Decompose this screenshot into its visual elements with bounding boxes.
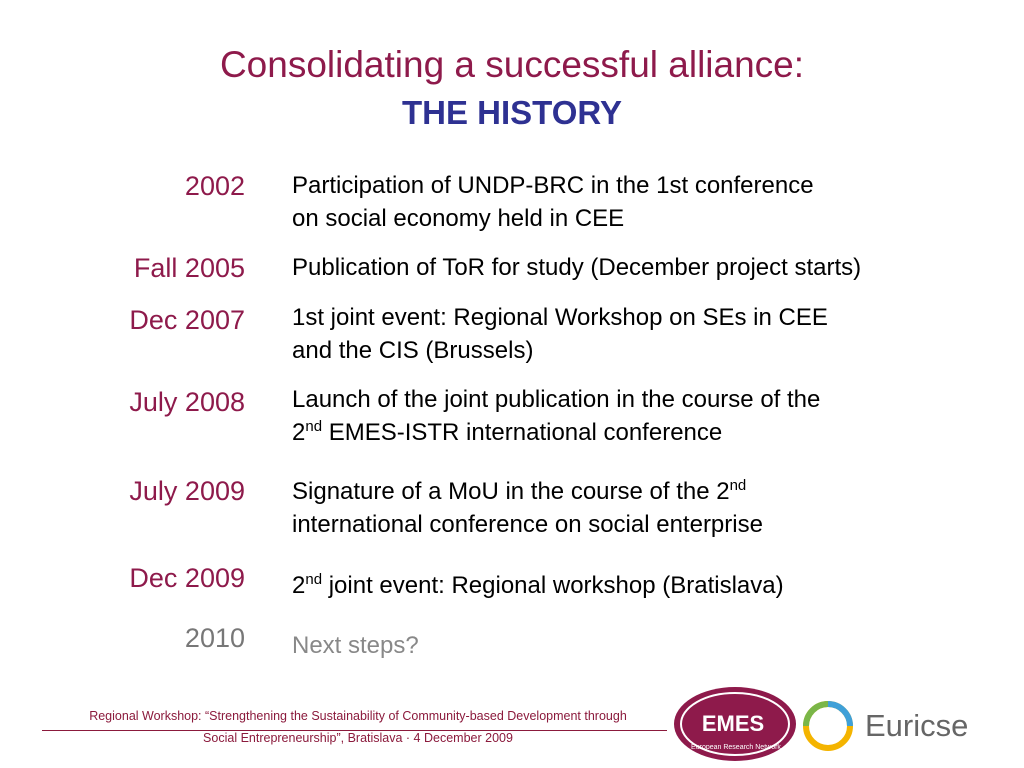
text: Launch of the joint publication in the c…	[292, 386, 821, 413]
logos: EMES European Research Network Euricse	[674, 687, 968, 761]
description-line: international conference on social enter…	[292, 511, 763, 539]
description-line: and the CIS (Brussels)	[292, 337, 533, 365]
title: Consolidating a successful alliance:	[219, 44, 805, 85]
date: Dec 2009	[129, 563, 245, 593]
date: 2010	[184, 623, 245, 653]
description-line: Publication of ToR for study (December p…	[292, 254, 861, 282]
text: on social economy held in CEE	[292, 205, 625, 232]
date: July 2009	[129, 476, 245, 506]
description-line: Launch of the joint publication in the c…	[292, 386, 820, 414]
description-line: 2nd EMES-ISTR international conference	[292, 419, 722, 447]
euricse-ring	[803, 701, 829, 727]
superscript: nd	[729, 477, 747, 494]
description-line: Participation of UNDP-BRC in the 1st con…	[292, 172, 814, 200]
text: EMES-ISTR international conference	[322, 419, 723, 446]
subtitle: THE HISTORY	[401, 94, 623, 131]
date: Dec 2007	[129, 305, 245, 335]
description-line: 2nd joint event: Regional workshop (Brat…	[292, 572, 784, 600]
emes-logo	[674, 687, 796, 761]
footer-line: Social Entrepreneurship”, Bratislava · 4…	[203, 731, 513, 745]
description-line: Next steps?	[292, 632, 419, 660]
euricse-text: Euricse	[865, 708, 968, 743]
text: 2	[292, 419, 306, 446]
text: 1st joint event: Regional Workshop on SE…	[292, 304, 828, 331]
text: and the CIS (Brussels)	[292, 337, 534, 364]
text: international conference on social enter…	[292, 511, 763, 538]
text: Publication of ToR for study (December p…	[292, 254, 862, 281]
text: 2	[292, 572, 306, 599]
superscript: nd	[305, 418, 323, 435]
euricse-ring	[827, 701, 853, 727]
description-line: 1st joint event: Regional Workshop on SE…	[292, 304, 828, 332]
text: Signature of a MoU in the course of the …	[292, 478, 730, 505]
date: Fall 2005	[133, 253, 245, 283]
description-line: Signature of a MoU in the course of the …	[292, 478, 746, 506]
footer-rule	[42, 730, 667, 731]
superscript: nd	[305, 571, 323, 588]
text: Next steps?	[292, 632, 419, 659]
emes-ring	[680, 692, 790, 756]
date: 2002	[184, 171, 245, 201]
date: July 2008	[129, 387, 245, 417]
emes-text: EMES	[702, 711, 764, 736]
text: Participation of UNDP-BRC in the 1st con…	[292, 172, 814, 199]
text: joint event: Regional workshop (Bratisla…	[322, 572, 784, 599]
emes-tagline: European Research Network	[691, 744, 781, 751]
description-line: on social economy held in CEE	[292, 205, 624, 233]
footer-line: Regional Workshop: “Strengthening the Su…	[89, 709, 627, 723]
